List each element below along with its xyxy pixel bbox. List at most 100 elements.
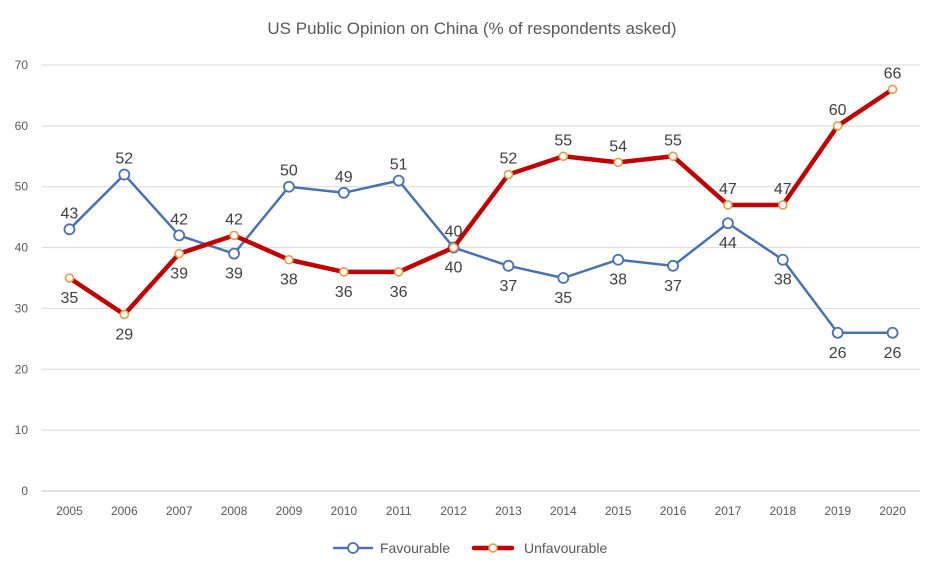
data-label-unfavourable: 40 xyxy=(445,224,463,241)
data-point-favourable xyxy=(283,180,295,193)
x-tick-label: 2020 xyxy=(879,504,906,518)
series-line-unfavourable xyxy=(67,87,895,317)
y-tick-label: 40 xyxy=(15,241,29,255)
legend-label-favourable: Favourable xyxy=(380,540,450,556)
series-line-favourable xyxy=(68,173,894,335)
x-tick-label: 2009 xyxy=(276,504,303,518)
data-label-favourable: 35 xyxy=(554,290,572,307)
data-label-favourable: 42 xyxy=(170,211,188,228)
x-tick-label: 2013 xyxy=(495,504,522,518)
data-point-unfavourable xyxy=(284,254,294,265)
x-tick-label: 2016 xyxy=(660,504,687,518)
data-label-favourable: 40 xyxy=(445,260,463,277)
data-label-favourable: 52 xyxy=(115,151,133,168)
grid-layer xyxy=(42,64,920,431)
data-label-layer: 43 52 42 39 50 49 51 40 37 35 38 37 44 38 26 26 35 29 39 42… xyxy=(61,65,902,361)
data-point-favourable xyxy=(502,259,515,272)
x-tick-label: 2008 xyxy=(221,504,248,518)
data-label-unfavourable: 52 xyxy=(500,151,518,168)
data-point-unfavourable xyxy=(668,151,678,162)
axis-layer: 0 10 20 30 40 50 60 70 2005 2006 2007 2008 2009 2010 2… xyxy=(15,58,920,518)
legend: Favourable Unfavourable xyxy=(332,540,607,556)
data-point-favourable xyxy=(118,168,131,181)
data-label-unfavourable: 42 xyxy=(225,211,243,228)
data-point-unfavourable xyxy=(503,169,514,180)
legend-label-unfavourable: Unfavourable xyxy=(524,540,607,556)
legend-marker-unfavourable xyxy=(488,543,498,553)
data-label-favourable: 44 xyxy=(719,235,737,252)
data-point-unfavourable xyxy=(174,248,184,259)
x-tick-label: 2007 xyxy=(166,504,193,518)
data-point-favourable xyxy=(831,326,844,339)
data-label-unfavourable: 55 xyxy=(664,132,682,149)
x-tick-label: 2017 xyxy=(715,504,742,518)
data-label-favourable: 38 xyxy=(609,272,627,289)
data-point-unfavourable xyxy=(448,242,459,253)
data-point-favourable xyxy=(63,223,76,236)
data-label-favourable: 38 xyxy=(774,272,792,289)
data-point-unfavourable xyxy=(119,309,130,320)
x-tick-label: 2011 xyxy=(386,504,412,518)
data-point-favourable xyxy=(667,259,679,272)
chart-title: US Public Opinion on China (% of respond… xyxy=(267,19,676,38)
data-point-favourable xyxy=(557,272,570,284)
data-label-favourable: 26 xyxy=(884,345,902,362)
x-tick-label: 2010 xyxy=(330,504,357,518)
y-tick-label: 70 xyxy=(15,58,29,72)
data-point-unfavourable xyxy=(393,267,404,277)
data-label-unfavourable: 66 xyxy=(884,65,902,82)
data-point-favourable xyxy=(392,174,405,187)
data-point-unfavourable xyxy=(558,151,569,162)
data-point-unfavourable xyxy=(229,230,239,241)
data-label-unfavourable: 38 xyxy=(280,272,298,289)
series-layer xyxy=(63,84,899,339)
data-label-unfavourable: 54 xyxy=(609,138,627,155)
data-point-unfavourable xyxy=(832,121,843,131)
x-tick-label: 2014 xyxy=(550,504,577,518)
data-point-favourable xyxy=(228,247,240,260)
y-tick-label: 60 xyxy=(15,119,29,133)
data-point-unfavourable xyxy=(613,157,623,168)
data-label-favourable: 37 xyxy=(664,278,682,295)
data-point-unfavourable xyxy=(778,200,788,210)
data-label-unfavourable: 35 xyxy=(61,290,79,307)
data-label-favourable: 39 xyxy=(225,266,243,283)
data-point-favourable xyxy=(722,217,734,230)
data-point-unfavourable xyxy=(887,84,898,95)
legend-marker-favourable xyxy=(347,542,359,554)
x-tick-label: 2018 xyxy=(769,504,796,518)
data-label-favourable: 37 xyxy=(500,278,518,295)
data-label-favourable: 50 xyxy=(280,163,298,180)
data-label-unfavourable: 36 xyxy=(335,284,353,301)
x-tick-label: 2005 xyxy=(56,504,83,518)
y-tick-label: 20 xyxy=(15,362,29,376)
y-tick-label: 10 xyxy=(15,423,29,437)
data-point-favourable xyxy=(612,253,625,266)
y-tick-label: 30 xyxy=(15,301,29,315)
data-label-unfavourable: 47 xyxy=(719,181,737,198)
x-tick-label: 2012 xyxy=(440,504,467,518)
data-label-unfavourable: 29 xyxy=(115,327,133,344)
y-tick-label: 50 xyxy=(15,180,29,194)
data-label-unfavourable: 36 xyxy=(390,284,408,301)
x-tick-label: 2019 xyxy=(824,504,851,518)
x-tick-label: 2006 xyxy=(111,504,138,518)
data-point-unfavourable xyxy=(64,273,75,283)
data-point-favourable xyxy=(337,186,350,199)
data-point-favourable xyxy=(886,326,899,339)
data-point-unfavourable xyxy=(723,200,733,210)
x-tick-label: 2015 xyxy=(605,504,632,518)
data-label-favourable: 49 xyxy=(335,169,353,186)
data-point-unfavourable xyxy=(339,267,349,277)
data-point-favourable xyxy=(776,253,789,266)
data-label-unfavourable: 60 xyxy=(829,102,847,119)
data-label-unfavourable: 55 xyxy=(554,132,572,149)
data-point-favourable xyxy=(173,229,186,242)
data-label-unfavourable: 39 xyxy=(170,266,188,283)
y-tick-label: 0 xyxy=(21,484,28,498)
data-label-favourable: 51 xyxy=(390,157,408,174)
data-label-favourable: 43 xyxy=(61,205,79,222)
data-label-unfavourable: 47 xyxy=(774,181,792,198)
data-label-favourable: 26 xyxy=(829,345,847,362)
